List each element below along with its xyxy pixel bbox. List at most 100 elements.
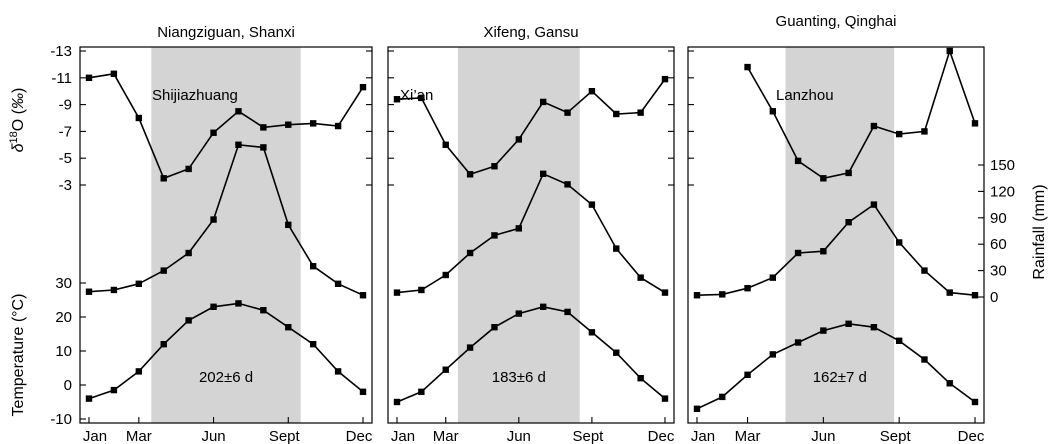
temperature-point [235,300,242,307]
d18o-point [820,175,827,182]
temperature-point [515,310,523,317]
temperature-point [442,366,449,373]
rainfall-point [442,271,449,279]
d18o-tick-label: -7 [59,123,72,140]
temperature-point [110,386,118,394]
rainfall-point [613,245,620,252]
temp-tick-label: -10 [50,411,72,428]
rain-tick-label: 120 [990,183,1015,200]
rainfall-point [820,248,827,255]
temperature-point [921,356,928,363]
rainfall-point [946,289,953,296]
x-tick-label: Mar [126,428,152,444]
d18o-point [921,128,928,135]
growing-season-shade-1 [151,47,301,423]
panel-frame-3 [687,46,985,424]
rainfall-point [744,285,751,292]
x-tick-label: Jan [691,428,715,444]
growing-duration-1: 202±6 d [199,369,253,386]
rainfall-point [769,274,777,281]
rainfall-point [418,286,425,294]
temperature-point [661,395,669,402]
d18o-axis-label: δ18O (‰) [8,88,27,153]
temperature-point [309,341,317,348]
x-tick-label: Sept [269,428,301,444]
rainfall-point [845,219,852,226]
d18o-line-2 [396,78,666,176]
d18o-point [334,122,342,130]
rain-tick-label: 0 [990,289,998,306]
rain-axis-label: Rainfall (mm) [1031,184,1048,279]
temperature-point [820,327,827,334]
d18o-tick-label: -5 [59,150,72,167]
city-label-1: Shijiazhuang [152,87,238,104]
rainfall-point [85,288,93,295]
temperature-point [210,303,217,310]
rainfall-point [794,249,802,257]
x-tick-label: Dec [648,428,675,444]
panel-title-2: Xifeng, Gansu [483,24,578,41]
rainfall-point [185,249,192,257]
rainfall-point [895,239,903,246]
d18o-tick-label: -9 [59,97,72,114]
temp-tick-label: 30 [55,275,72,292]
rainfall-point [309,263,317,270]
d18o-point [466,171,474,178]
rainfall-point [110,286,118,294]
d18o-point [359,83,367,91]
d18o-point [135,114,143,122]
d18o-point [661,75,669,83]
temperature-point [135,368,143,375]
temperature-point [693,405,701,412]
temperature-point [588,329,596,336]
temperature-point [870,324,878,331]
d18o-point [210,129,217,136]
growing-season-shade-3 [785,47,895,423]
temperature-line-1 [88,302,364,400]
rainfall-point [515,225,523,232]
rainfall-point [359,292,367,299]
d18o-point [85,74,93,81]
temperature-point [260,307,267,314]
temperature-point [491,324,498,331]
x-tick-label: Jun [201,428,225,444]
temperature-point [845,320,852,327]
temperature-point [185,317,192,324]
rainfall-point [334,280,342,287]
d18o-point [895,130,903,138]
d18o-point [260,124,267,131]
rainfall-point [539,170,547,177]
d18o-line-3 [746,48,976,180]
temperature-point [85,395,93,402]
rainfall-point [491,232,498,239]
d18o-tick-label: -3 [59,177,72,194]
temperature-point [971,398,979,406]
d18o-point [971,120,979,127]
temperature-point [539,303,547,310]
temperature-line-2 [396,305,666,403]
rainfall-point [719,291,726,298]
city-label-3: Lanzhou [776,87,834,104]
rain-tick-label: 60 [990,236,1007,253]
d18o-point [946,47,953,55]
x-tick-label: Mar [735,428,761,444]
rainfall-point [921,267,928,274]
d18o-point [185,165,192,173]
temp-tick-label: 0 [64,377,72,394]
d18o-point [160,175,167,182]
x-tick-label: Jan [391,428,415,444]
temperature-point [393,398,401,406]
rainfall-point [466,249,474,257]
temperature-point [418,388,425,395]
d18o-point [637,109,644,116]
temp-tick-label: 10 [55,343,72,360]
d18o-point [393,96,401,103]
d18o-point [285,121,292,128]
rainfall-point [637,274,644,281]
panel-frame-2 [387,46,675,424]
rainfall-point [160,267,167,274]
temperature-point [334,368,342,375]
x-tick-label: Jan [83,428,107,444]
growing-duration-3: 162±7 d [813,369,867,386]
